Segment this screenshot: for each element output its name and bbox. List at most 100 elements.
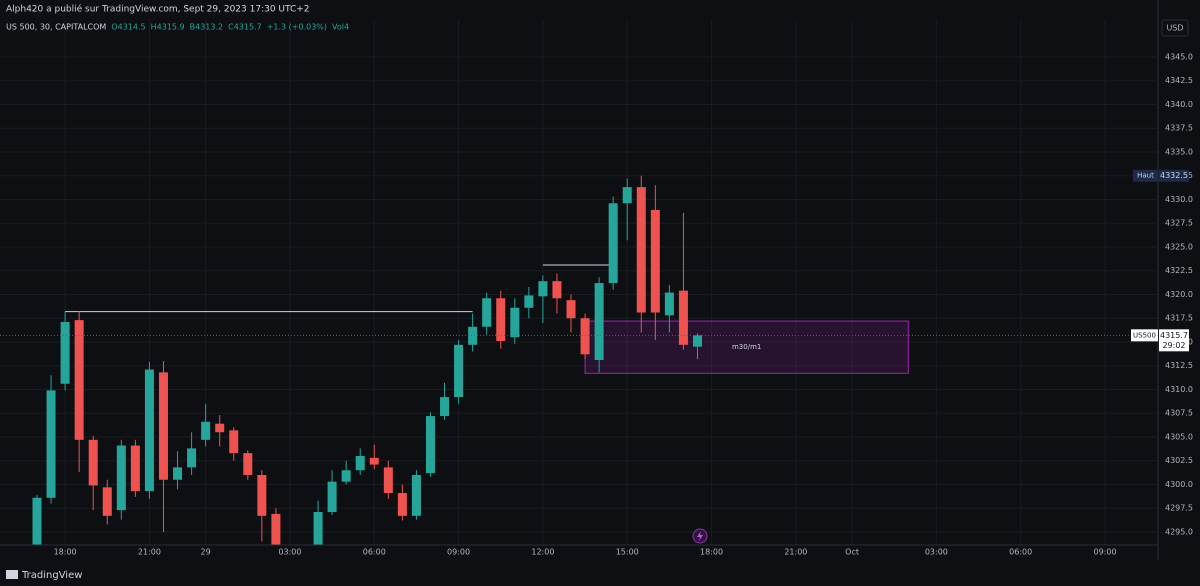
last-price-name: US500 <box>1133 331 1156 339</box>
zone <box>584 320 909 374</box>
candle-body <box>257 474 267 516</box>
x-tick-label: 06:00 <box>1009 548 1032 557</box>
candle-body <box>341 470 351 482</box>
x-tick-label: 18:00 <box>700 548 723 557</box>
candle-body <box>74 320 84 440</box>
candle-body <box>510 307 520 338</box>
candle-body <box>636 187 646 313</box>
high-marker-box <box>1159 169 1189 182</box>
y-tick-label: 4340.0 <box>1165 100 1193 109</box>
legend-item: O4314.5 <box>111 23 145 32</box>
x-tick-label: 15:00 <box>616 548 639 557</box>
last-price-countdown: 29:02 <box>1162 341 1185 350</box>
event-icon-bolt <box>697 531 703 541</box>
candle-body <box>496 298 506 342</box>
candle-body <box>215 423 225 433</box>
publisher: Alph420 a publié sur TradingView.com, Se… <box>6 4 310 15</box>
candle-body <box>271 513 281 545</box>
candle-body <box>313 512 323 545</box>
plot-area <box>32 175 909 545</box>
grid <box>0 20 1158 545</box>
brand: TradingView <box>21 570 82 581</box>
x-tick-label: 03:00 <box>925 548 948 557</box>
y-tick-label: 4330.0 <box>1165 195 1193 204</box>
candle-body <box>566 300 576 319</box>
candle-body <box>327 481 337 513</box>
zone-label: m30/m1 <box>732 343 761 351</box>
y-tick-label: 4295.0 <box>1165 527 1193 536</box>
high-marker-name: Haut <box>1137 172 1154 180</box>
candle-body <box>144 369 154 492</box>
candle-body <box>411 474 421 516</box>
legend-item: H4315.9 <box>151 23 185 32</box>
candle-body <box>229 430 239 454</box>
x-tick-label: 06:00 <box>363 548 386 557</box>
candle-body <box>454 344 464 398</box>
y-tick-label: 4312.5 <box>1165 361 1193 370</box>
y-tick-label: 4342.5 <box>1165 76 1193 85</box>
candle-body <box>32 497 42 545</box>
candle-body <box>650 209 660 313</box>
legend-item: B4313.2 <box>190 23 223 32</box>
legend-item: US 500, 30, CAPITALCOM <box>6 23 106 32</box>
candle-body <box>369 457 379 465</box>
candle-body <box>538 281 548 297</box>
legend: US 500, 30, CAPITALCOM O4314.5 H4315.9 B431… <box>6 23 349 32</box>
legend-item: +1.3 (+0.03%) <box>267 23 327 32</box>
candle-body <box>692 335 702 347</box>
y-tick-label: 4325.0 <box>1165 242 1193 251</box>
legend-item: Vol4 <box>332 23 349 32</box>
candle-body <box>130 445 140 492</box>
y-tick-label: 4297.5 <box>1165 504 1193 513</box>
footer <box>0 560 1200 586</box>
candle-body <box>440 397 450 417</box>
x-tick-label: 29 <box>201 548 211 557</box>
y-tick-label: 4335.0 <box>1165 147 1193 156</box>
x-tick-label: Oct <box>845 548 859 557</box>
candle-body <box>524 295 534 308</box>
candle-body <box>102 487 112 516</box>
high-marker-value: 4332.5 <box>1160 171 1188 180</box>
last-price-box <box>1159 329 1189 352</box>
candle-body <box>622 187 632 204</box>
x-tick-label: 18:00 <box>54 548 77 557</box>
candle-body <box>594 283 604 361</box>
y-tick-label: 4337.5 <box>1165 124 1193 133</box>
y-tick-label: 4302.5 <box>1165 456 1193 465</box>
last-price-value: 4315.7 <box>1160 331 1188 340</box>
candle-body <box>552 281 562 299</box>
y-tick-label: 4327.5 <box>1165 219 1193 228</box>
candle-body <box>383 467 393 494</box>
candle-body <box>88 439 98 486</box>
high-marker-name-box <box>1133 169 1158 182</box>
currency[interactable]: USD <box>1166 24 1183 33</box>
candle-body <box>664 292 674 316</box>
candle-body <box>60 322 70 384</box>
y-tick-label: 4300.0 <box>1165 480 1193 489</box>
y-tick-label: 4305.0 <box>1165 432 1193 441</box>
candle-body <box>678 290 688 345</box>
y-tick-label: 4345.0 <box>1165 52 1193 61</box>
legend-item: C4315.7 <box>228 23 262 32</box>
candle-body <box>355 455 365 471</box>
candle-body <box>116 445 126 511</box>
y-tick-label: 4310.0 <box>1165 385 1193 394</box>
x-tick-label: 12:00 <box>531 548 554 557</box>
candle-body <box>158 372 168 480</box>
currency-box[interactable] <box>1161 19 1189 37</box>
y-tick-label: 4322.5 <box>1165 266 1193 275</box>
candle-body <box>468 326 478 345</box>
candle-body <box>608 203 618 284</box>
x-tick-label: 21:00 <box>784 548 807 557</box>
x-tick-label: 03:00 <box>278 548 301 557</box>
candle-body <box>46 390 56 498</box>
y-tick-label: 4307.5 <box>1165 409 1193 418</box>
last-price-name-box <box>1131 329 1158 342</box>
x-tick-label: 21:00 <box>138 548 161 557</box>
candle-body <box>397 493 407 516</box>
candle-body <box>425 416 435 474</box>
candle-body <box>482 298 492 327</box>
y-tick-label: 4317.5 <box>1165 314 1193 323</box>
